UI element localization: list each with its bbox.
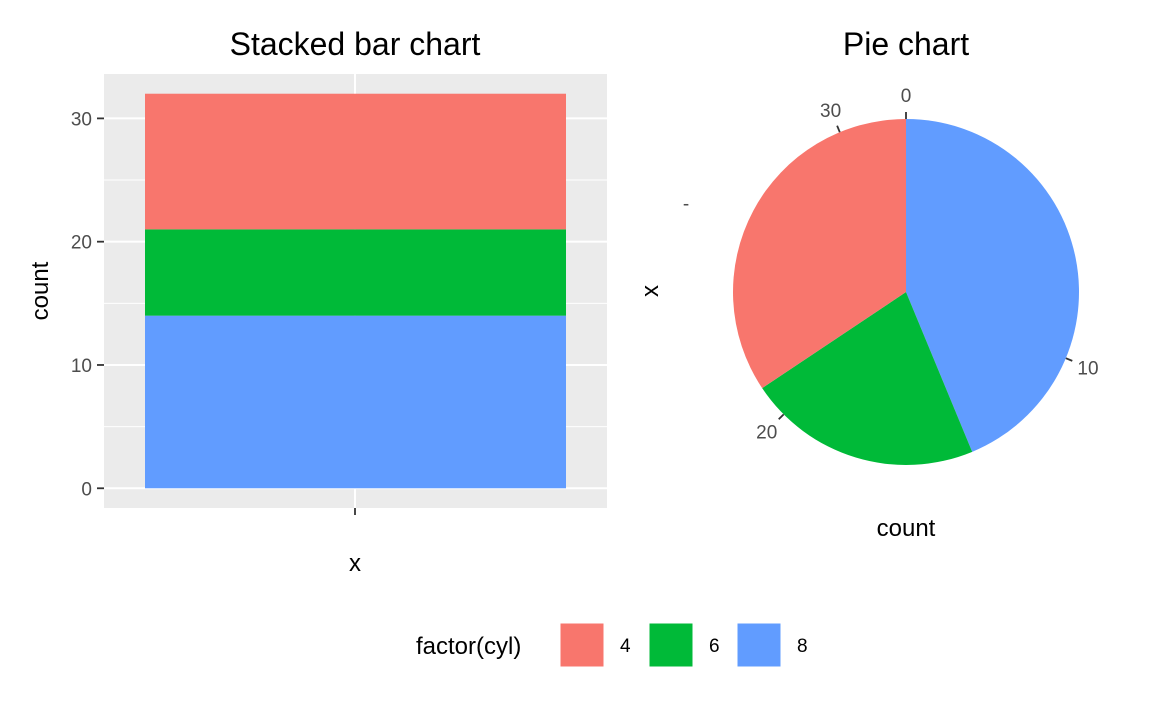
stacked-bar-chart: Stacked bar chart 0 10 20 30 x count [27,26,607,577]
pie-tick-label: 0 [901,86,912,107]
legend-title: factor(cyl) [416,633,521,660]
legend-label-cyl-6: 6 [709,636,720,657]
pie-chart: Pie chart 0 10 20 30 - count x [637,26,1099,542]
pie-slice-cyl-8 [906,119,1079,452]
bar-y-tick-label: 20 [71,233,92,254]
pie-x-axis-label: x [637,285,664,297]
pie-x-tick-label: - [683,194,689,215]
legend-key-cyl-8 [736,622,782,668]
bar-y-tick-label: 30 [71,109,92,130]
bar-y-tick-label: 0 [81,479,92,500]
pie-tick [1065,357,1073,362]
bar-y-axis-label: count [27,261,54,320]
legend-key-cyl-4 [559,622,605,668]
pie-count-axis-label: count [877,515,936,542]
pie-slice-cyl-6 [762,292,973,465]
pie-tick-label: 20 [756,422,777,443]
legend-key-cyl-6 [648,622,694,668]
legend: factor(cyl) 4 6 8 [416,622,808,668]
bar-segments [145,93,566,489]
pie-chart-title: Pie chart [843,26,969,62]
bar-x-axis-label: x [349,550,361,577]
pie-tick [778,413,785,420]
bar-y-axis: 0 10 20 30 [71,109,104,500]
pie-slices [733,119,1079,465]
pie-tick-label: 30 [820,101,841,122]
bar-chart-title: Stacked bar chart [230,26,481,62]
legend-label-cyl-8: 8 [797,636,808,657]
bar-y-tick-label: 10 [71,356,92,377]
pie-slice-cyl-4 [733,119,906,389]
bar-segment-cyl-8 [145,315,566,489]
pie-tick [836,125,841,133]
legend-label-cyl-4: 4 [620,636,631,657]
pie-tick-label: 10 [1077,358,1098,379]
pie-angle-axis: 0 10 20 30 [756,86,1098,443]
bar-segment-cyl-6 [145,229,566,316]
legend-items: 4 6 8 [559,622,808,668]
bar-segment-cyl-4 [145,93,566,230]
